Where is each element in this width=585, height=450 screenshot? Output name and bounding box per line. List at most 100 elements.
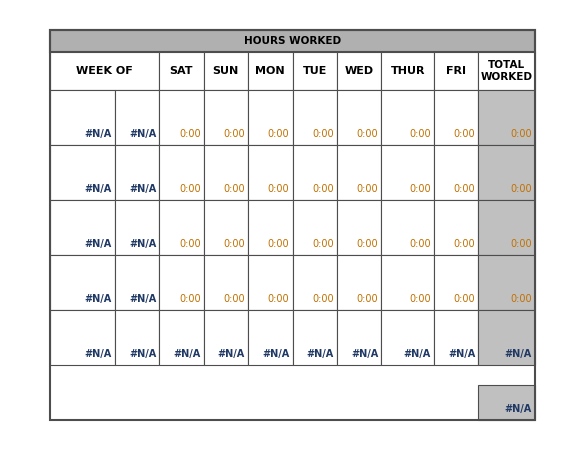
Text: #N/A: #N/A <box>307 349 334 359</box>
Text: #N/A: #N/A <box>448 349 476 359</box>
Bar <box>434 255 479 310</box>
Bar <box>204 310 248 365</box>
Bar <box>434 90 479 145</box>
Bar <box>50 145 115 200</box>
Text: 0:00: 0:00 <box>312 129 334 139</box>
Bar <box>479 310 535 365</box>
Text: 0:00: 0:00 <box>454 239 476 249</box>
Bar <box>381 52 434 90</box>
Bar <box>50 255 115 310</box>
Text: #N/A: #N/A <box>404 349 431 359</box>
Bar <box>292 255 337 310</box>
Text: #N/A: #N/A <box>505 404 532 414</box>
Bar <box>50 310 115 365</box>
Text: 0:00: 0:00 <box>454 129 476 139</box>
Bar <box>115 200 159 255</box>
Bar <box>204 90 248 145</box>
Bar <box>50 30 535 52</box>
Text: 0:00: 0:00 <box>312 294 334 304</box>
Text: #N/A: #N/A <box>129 184 156 194</box>
Bar <box>381 145 434 200</box>
Bar <box>50 90 115 145</box>
Text: 0:00: 0:00 <box>179 184 201 194</box>
Text: 0:00: 0:00 <box>454 294 476 304</box>
Bar <box>337 145 381 200</box>
Text: TUE: TUE <box>302 66 327 76</box>
Text: 0:00: 0:00 <box>223 239 245 249</box>
Bar <box>292 145 337 200</box>
Text: #N/A: #N/A <box>173 349 201 359</box>
Text: 0:00: 0:00 <box>268 184 290 194</box>
Bar <box>159 310 204 365</box>
Bar <box>159 145 204 200</box>
Bar <box>248 145 292 200</box>
Bar <box>381 200 434 255</box>
Text: #N/A: #N/A <box>218 349 245 359</box>
Bar <box>248 310 292 365</box>
Text: 0:00: 0:00 <box>510 239 532 249</box>
Bar <box>434 310 479 365</box>
Text: 0:00: 0:00 <box>410 129 431 139</box>
Text: 0:00: 0:00 <box>179 294 201 304</box>
Bar <box>248 255 292 310</box>
Bar <box>479 90 535 145</box>
Bar <box>381 255 434 310</box>
Bar <box>159 90 204 145</box>
Text: 0:00: 0:00 <box>510 184 532 194</box>
Text: #N/A: #N/A <box>84 294 112 304</box>
Bar <box>434 145 479 200</box>
Text: #N/A: #N/A <box>505 349 532 359</box>
Text: 0:00: 0:00 <box>357 129 378 139</box>
Text: 0:00: 0:00 <box>312 184 334 194</box>
Bar <box>337 255 381 310</box>
Bar <box>292 310 337 365</box>
Text: 0:00: 0:00 <box>179 239 201 249</box>
Text: 0:00: 0:00 <box>357 294 378 304</box>
Bar <box>381 310 434 365</box>
Text: 0:00: 0:00 <box>268 239 290 249</box>
Text: 0:00: 0:00 <box>268 294 290 304</box>
Text: #N/A: #N/A <box>129 349 156 359</box>
Text: 0:00: 0:00 <box>223 184 245 194</box>
Bar <box>115 255 159 310</box>
Bar <box>115 310 159 365</box>
Text: 0:00: 0:00 <box>410 294 431 304</box>
Bar <box>337 310 381 365</box>
Text: #N/A: #N/A <box>84 239 112 249</box>
Text: FRI: FRI <box>446 66 466 76</box>
Text: MON: MON <box>256 66 285 76</box>
Bar <box>479 200 535 255</box>
Text: HOURS WORKED: HOURS WORKED <box>244 36 341 46</box>
Text: 0:00: 0:00 <box>510 129 532 139</box>
Text: #N/A: #N/A <box>84 349 112 359</box>
Bar <box>434 52 479 90</box>
Text: THUR: THUR <box>390 66 425 76</box>
Text: WEEK OF: WEEK OF <box>76 66 133 76</box>
Text: WED: WED <box>345 66 374 76</box>
Bar <box>248 200 292 255</box>
Bar <box>292 90 337 145</box>
Bar <box>434 200 479 255</box>
Bar <box>204 145 248 200</box>
Text: #N/A: #N/A <box>129 239 156 249</box>
Text: 0:00: 0:00 <box>510 294 532 304</box>
Text: 0:00: 0:00 <box>179 129 201 139</box>
Text: #N/A: #N/A <box>129 294 156 304</box>
Bar <box>337 90 381 145</box>
Text: 0:00: 0:00 <box>223 129 245 139</box>
Text: SAT: SAT <box>170 66 193 76</box>
Bar <box>479 385 535 420</box>
Bar <box>248 90 292 145</box>
Text: 0:00: 0:00 <box>410 184 431 194</box>
Bar <box>292 200 337 255</box>
Text: #N/A: #N/A <box>262 349 290 359</box>
Text: 0:00: 0:00 <box>312 239 334 249</box>
Text: SUN: SUN <box>213 66 239 76</box>
Bar <box>159 52 204 90</box>
Bar <box>479 255 535 310</box>
Bar <box>479 145 535 200</box>
Text: 0:00: 0:00 <box>223 294 245 304</box>
Bar <box>115 90 159 145</box>
Text: 0:00: 0:00 <box>268 129 290 139</box>
Bar <box>204 255 248 310</box>
